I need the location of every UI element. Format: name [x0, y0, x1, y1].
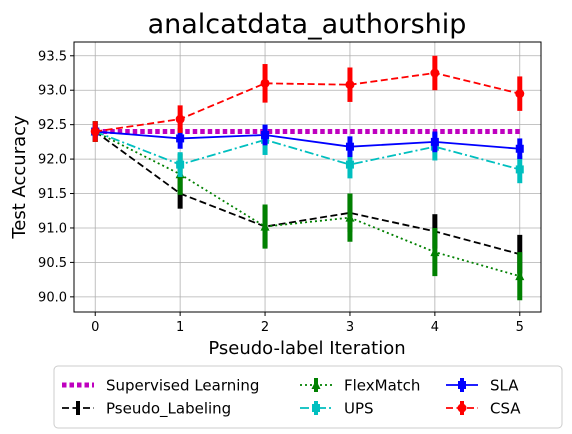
series-sla — [91, 123, 524, 160]
series-line — [94, 130, 521, 171]
x-tick-label: 2 — [261, 320, 269, 335]
point-marker — [515, 165, 524, 174]
legend-label: UPS — [344, 400, 374, 418]
x-tick-label: 3 — [346, 320, 354, 335]
series-layer — [90, 55, 525, 301]
x-tick-label: 5 — [516, 320, 524, 335]
y-tick-label: 93.5 — [38, 49, 67, 64]
point-marker — [175, 114, 185, 124]
y-tick-label: 90.0 — [38, 290, 67, 305]
legend-box — [53, 365, 563, 429]
legend-item: SLA — [446, 377, 519, 395]
y-tick-label: 90.5 — [38, 256, 67, 271]
point-marker — [90, 127, 100, 137]
legend-label: FlexMatch — [344, 377, 420, 395]
legend-label: Supervised Learning — [106, 377, 259, 395]
legend: Supervised Learning Pseudo_Labeling FlexMa… — [53, 365, 563, 429]
grid-lines — [74, 42, 541, 312]
point-marker — [312, 404, 320, 412]
legend-label: SLA — [490, 377, 519, 395]
point-marker — [515, 89, 525, 99]
y-tick-label: 91.5 — [38, 187, 67, 202]
plot-frame — [73, 41, 542, 313]
y-tick-label: 93.0 — [38, 84, 67, 99]
chart-title: analcatdata_authorship — [148, 9, 467, 40]
point-marker — [345, 142, 354, 151]
point-marker — [260, 221, 270, 231]
point-marker — [457, 403, 467, 413]
point-marker — [261, 130, 270, 139]
series-line — [95, 130, 520, 150]
x-tick-label: 0 — [91, 320, 99, 335]
x-axis-label: Pseudo-label Iteration — [208, 338, 405, 359]
y-axis-ticks: 90.0 90.5 91.0 91.5 92.0 92.5 93.0 93.5 — [38, 49, 74, 305]
y-axis-label: Test Accuracy — [9, 115, 30, 240]
point-marker — [515, 144, 524, 153]
point-marker — [430, 247, 440, 257]
point-marker — [345, 212, 355, 222]
point-marker — [176, 160, 185, 169]
point-marker — [260, 78, 270, 88]
point-marker — [345, 160, 354, 169]
y-tick-label: 92.5 — [38, 118, 67, 133]
y-tick-label: 92.0 — [38, 153, 67, 168]
point-marker — [176, 134, 185, 143]
point-marker — [311, 380, 321, 389]
x-axis-ticks: 0 1 2 3 4 5 — [91, 312, 524, 335]
point-marker — [458, 381, 466, 389]
series-flexmatch — [90, 121, 525, 301]
series-csa — [90, 55, 525, 142]
legend-item: Supervised Learning — [62, 377, 259, 395]
point-marker — [515, 271, 525, 281]
legend-label: CSA — [490, 400, 521, 418]
point-marker — [430, 137, 439, 146]
x-tick-label: 4 — [431, 320, 439, 335]
point-marker — [345, 80, 355, 90]
legend-item: CSA — [446, 400, 521, 418]
legend-label: Pseudo_Labeling — [106, 400, 231, 419]
legend-item: Pseudo_Labeling — [62, 400, 231, 419]
point-marker — [430, 68, 440, 78]
legend-item: FlexMatch — [300, 377, 420, 395]
series-line — [94, 130, 521, 256]
y-tick-label: 91.0 — [38, 221, 67, 236]
x-tick-label: 1 — [176, 320, 184, 335]
legend-item: UPS — [300, 400, 374, 418]
series-line — [94, 130, 521, 278]
series-line — [95, 72, 520, 133]
